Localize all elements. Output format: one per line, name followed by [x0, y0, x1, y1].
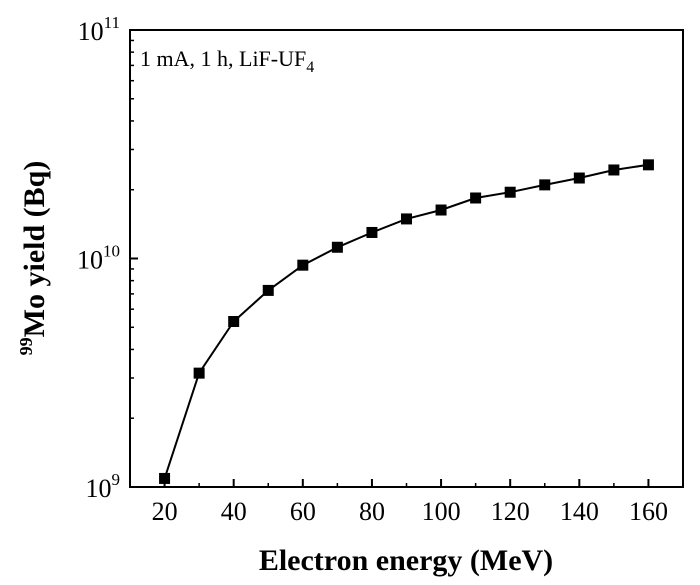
data-point — [366, 226, 378, 238]
data-point — [642, 159, 654, 171]
y-axis-title: 99Mo yield (Bq) — [16, 161, 51, 356]
data-point — [297, 259, 309, 271]
y-axis-title-superscript: 99 — [16, 337, 36, 355]
data-point — [159, 472, 171, 484]
chart-annotation: 1 mA, 1 h, LiF-UF4 — [140, 46, 314, 76]
y-tick-label: 1011 — [78, 13, 120, 46]
data-point — [401, 213, 412, 225]
annotation-text: 1 mA, 1 h, LiF-UF — [140, 46, 306, 71]
data-point — [193, 367, 205, 379]
data-point — [228, 316, 240, 328]
x-tick-label: 100 — [422, 497, 461, 526]
x-tick-label: 40 — [221, 497, 247, 526]
x-tick-label: 60 — [290, 497, 316, 526]
data-point — [608, 164, 620, 176]
y-axis-title-text: Mo yield (Bq) — [18, 161, 51, 338]
x-tick-label: 80 — [359, 497, 385, 526]
plot-frame — [129, 29, 684, 488]
data-point — [539, 179, 551, 191]
x-axis-title: Electron energy (MeV) — [259, 544, 553, 577]
y-tick-label: 109 — [86, 470, 121, 503]
x-tick-label: 20 — [152, 497, 178, 526]
series-layer — [159, 159, 654, 484]
annotation-subscript: 4 — [306, 59, 314, 76]
x-tick-label: 120 — [491, 497, 530, 526]
data-point — [504, 186, 516, 198]
y-tick-label: 1010 — [77, 242, 120, 275]
data-point — [470, 192, 482, 204]
x-tick-label: 160 — [629, 497, 668, 526]
x-axis-ticks: 20 40 60 80 100 120 140 160 — [129, 479, 684, 526]
x-tick-label: 140 — [560, 497, 599, 526]
y-axis-ticks: 109 1010 1011 — [77, 13, 138, 503]
data-point — [435, 204, 447, 216]
data-point — [262, 284, 274, 296]
data-point — [331, 241, 343, 253]
data-point — [573, 172, 585, 184]
